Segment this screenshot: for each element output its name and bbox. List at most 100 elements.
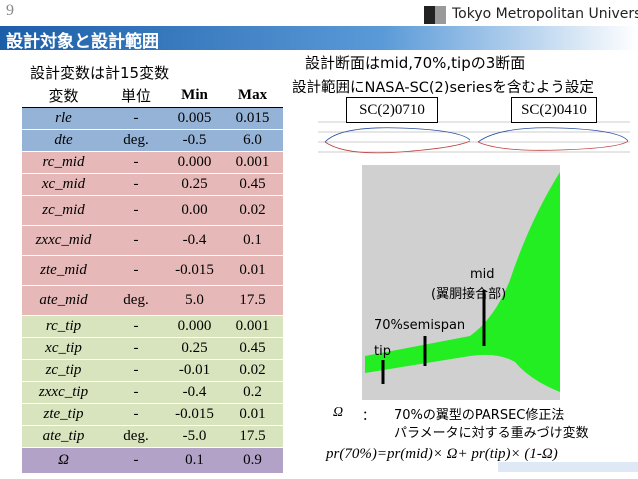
table-cell: - [133, 201, 139, 218]
table-cell: -5.0 [182, 427, 207, 444]
table-cell: zc_mid [42, 201, 85, 218]
table-cell: 0.1 [243, 231, 262, 248]
table-cell: zc_tip [45, 361, 82, 378]
text: 設計範囲にNASA-SC(2)seriesを含むよう設定 [292, 80, 594, 96]
table-cell: 0.2 [243, 383, 262, 400]
table-cell: 0.9 [243, 451, 262, 468]
header-cell: Min [181, 87, 208, 104]
table-cell: 0.01 [239, 261, 266, 278]
omega-colon: ： [362, 409, 376, 424]
airfoil [324, 127, 629, 143]
header-cell: Max [237, 87, 268, 104]
table-cell: -0.01 [178, 361, 211, 378]
table-cell: -0.015 [175, 405, 214, 422]
table-row: Ω - 0.1 0.9 [22, 447, 283, 473]
table-row: xc_mid - 0.25 0.45 [22, 173, 283, 195]
table-cell: - [133, 405, 139, 422]
airfoil [324, 140, 629, 154]
table-cell: 0.00 [181, 201, 208, 218]
table-row: ate_tip deg. -5.0 17.5 [22, 425, 283, 447]
table-cell: ate_mid [39, 291, 88, 308]
airfoil-plot [318, 121, 630, 154]
omega-description: 70%の翼型のPARSEC修正法 [394, 408, 565, 423]
table-cell: zxxc_tip [38, 383, 89, 400]
table-cell: ate_tip [42, 427, 85, 444]
header-row: 変数 単位 Min Max [22, 85, 283, 107]
table-row: zc_mid - 0.00 0.02 [22, 195, 283, 225]
table-cell: 0.000 [177, 317, 212, 334]
table-cell: zte_tip [43, 405, 84, 422]
wing-label: 70%semispan [374, 318, 466, 333]
table-cell: 0.25 [181, 339, 208, 356]
table-cell: rc_tip [45, 317, 82, 334]
airfoil-label: SC(2)0410 [511, 97, 597, 123]
table-cell: 5.0 [185, 291, 204, 308]
table-row: rc_mid - 0.000 0.001 [22, 151, 283, 173]
table-cell: 6.0 [243, 131, 262, 148]
header-cell: 単位 [120, 89, 151, 106]
table-cell: 0.45 [239, 175, 266, 192]
table-cell: 0.45 [239, 339, 266, 356]
table-row: zxxc_mid - -0.4 0.1 [22, 225, 283, 255]
table-row: zte_mid - -0.015 0.01 [22, 255, 283, 285]
table-cell: zte_mid [40, 261, 87, 278]
table-cell: 0.02 [239, 361, 266, 378]
table-cell: - [133, 361, 139, 378]
table-cell: 0.01 [239, 405, 266, 422]
logo-mark [424, 6, 446, 24]
wing-label: mid [470, 267, 495, 282]
table-row: rle - 0.005 0.015 [22, 107, 283, 129]
table-cell: dte [54, 131, 73, 148]
table-row: rc_tip - 0.000 0.001 [22, 315, 283, 337]
page-number: 9 [6, 2, 14, 19]
table-cell: - [133, 383, 139, 400]
table-cell: 17.5 [239, 427, 266, 444]
table-cell: -0.4 [182, 383, 207, 400]
text: 設計断面はmid,70%,tipの3断面 [305, 54, 526, 72]
table-cell: Ω [58, 451, 69, 468]
omega-symbol: Ω [333, 405, 344, 420]
table-cell: 0.005 [177, 109, 212, 126]
table-cell: 0.001 [235, 153, 270, 170]
table-cell: - [133, 261, 139, 278]
table-cell: deg. [123, 131, 149, 148]
table-cell: 17.5 [239, 291, 266, 308]
title: 設計対象と設計範囲 [6, 32, 159, 52]
variable-table: 変数 単位 Min Max rle - 0.005 0.015 dte deg. -0.5 6.0 rc… [22, 85, 283, 474]
wing-label: (翼胴接合部) [431, 287, 507, 302]
table-cell: - [133, 175, 139, 192]
omega-description: パラメータに対する重みづけ変数 [394, 426, 589, 441]
table-row: zte_tip - -0.015 0.01 [22, 403, 283, 425]
table-cell: 0.000 [177, 153, 212, 170]
table-cell: rc_mid [42, 153, 85, 170]
table-cell: - [133, 339, 139, 356]
wing-label: tip [374, 344, 391, 359]
table-cell: zxxc_mid [35, 231, 92, 248]
table-cell: 0.015 [235, 109, 270, 126]
table-cell: - [133, 231, 139, 248]
table-cell: 0.001 [235, 317, 270, 334]
table-row: dte deg. -0.5 6.0 [22, 129, 283, 151]
table-cell: xc_mid [41, 175, 86, 192]
caption: 設計変数は計15変数 [30, 64, 170, 82]
title-bar [0, 26, 638, 50]
table-cell: 0.25 [181, 175, 208, 192]
table-row: zxxc_tip - -0.4 0.2 [22, 381, 283, 403]
table-cell: 0.02 [239, 201, 266, 218]
wing [365, 172, 560, 392]
airfoil-label: SC(2)0710 [346, 97, 438, 123]
header-cell: 変数 [48, 89, 79, 106]
table-row: xc_tip - 0.25 0.45 [22, 337, 283, 359]
table-cell: -0.015 [175, 261, 214, 278]
table-cell: deg. [123, 291, 149, 308]
formula: pr(70%)=pr(mid)× Ω+ pr(tip)× (1-Ω) [326, 446, 558, 462]
table-row: zc_tip - -0.01 0.02 [22, 359, 283, 381]
table-cell: rle [55, 109, 72, 126]
table-cell: -0.5 [182, 131, 207, 148]
table-cell: -0.4 [182, 231, 207, 248]
table-cell: - [133, 109, 139, 126]
table-cell: - [133, 451, 139, 468]
table-cell: xc_tip [45, 339, 82, 356]
